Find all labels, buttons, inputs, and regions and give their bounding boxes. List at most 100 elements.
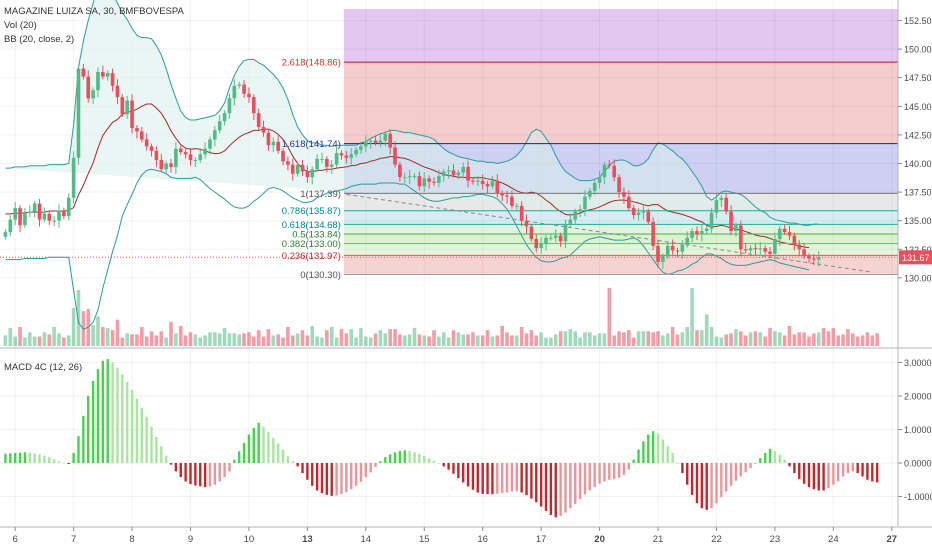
macd-bar-102 <box>500 463 504 494</box>
candle-body-3 <box>18 208 22 226</box>
bb-legend[interactable]: BB (20, close, 2) <box>4 34 75 45</box>
candle-body-108 <box>529 226 534 240</box>
volume-bar-125 <box>612 335 616 346</box>
volume-bar-66 <box>325 330 329 346</box>
candle-36 <box>178 145 183 155</box>
candle-body-90 <box>441 171 446 177</box>
volume-bar-74 <box>364 336 368 346</box>
candle-46 <box>227 93 232 119</box>
volume-bar-3 <box>18 327 22 346</box>
candle-4 <box>23 208 27 229</box>
macd-bar-61 <box>301 463 304 474</box>
price-tick-label-6: 137.50 <box>904 188 932 198</box>
candle-body-128 <box>626 196 631 209</box>
macd-bar-66 <box>325 463 329 495</box>
macd-bar-80 <box>393 452 397 463</box>
candle-101 <box>495 174 500 198</box>
candle-body-84 <box>412 176 417 178</box>
candle-5 <box>27 205 32 217</box>
candle-115 <box>563 219 568 249</box>
candle-body-131 <box>641 211 646 213</box>
candle-142 <box>695 226 699 241</box>
macd-bar-130 <box>637 449 640 463</box>
volume-bar-148 <box>724 334 728 346</box>
volume-bar-47 <box>232 333 237 346</box>
candle-body-55 <box>271 141 276 146</box>
volume-bar-131 <box>641 331 646 346</box>
candle-24 <box>120 94 125 118</box>
volume-bar-34 <box>169 321 173 346</box>
macd-bar-142 <box>695 463 699 504</box>
macd-bar-177 <box>866 463 869 480</box>
candle-164 <box>802 243 806 260</box>
volume-bar-41 <box>203 335 207 346</box>
macd-tick-label-1: 2.0000 <box>904 392 932 402</box>
candle-body-46 <box>227 98 232 114</box>
macd-bar-14 <box>72 452 75 463</box>
candle-56 <box>276 135 280 154</box>
macd-bar-11 <box>57 461 61 463</box>
candle-body-133 <box>651 221 655 246</box>
candle-71 <box>349 148 354 165</box>
macd-bar-153 <box>749 463 752 469</box>
macd-bar-56 <box>276 443 280 463</box>
candle-131 <box>641 205 646 220</box>
candle-body-44 <box>217 121 222 131</box>
macd-panel-bg <box>0 350 898 526</box>
candle-body-161 <box>787 232 792 236</box>
candle-25 <box>125 96 129 119</box>
volume-bar-110 <box>539 332 543 346</box>
fib-band-7 <box>343 243 898 256</box>
candle-body-50 <box>247 93 251 98</box>
candle-body-163 <box>797 244 802 250</box>
volume-bar-140 <box>685 327 690 346</box>
time-tick-label-20: 20 <box>594 534 605 545</box>
fib-band-5 <box>343 224 898 234</box>
volume-bar-82 <box>402 335 407 346</box>
macd-tick-label-2: 1.0000 <box>904 425 932 435</box>
candle-107 <box>524 214 529 234</box>
candle-body-14 <box>71 157 76 198</box>
time-tick-label-10: 10 <box>244 534 255 545</box>
vol-legend[interactable]: Vol (20) <box>4 20 37 31</box>
macd-bar-85 <box>418 453 421 463</box>
volume-bar-168 <box>821 328 826 346</box>
candle-86 <box>422 172 427 192</box>
candle-7 <box>37 198 42 227</box>
volume-bar-31 <box>154 335 159 346</box>
volume-bar-2 <box>13 336 17 346</box>
macd-bar-115 <box>564 463 567 513</box>
candle-body-154 <box>753 248 758 250</box>
volume-bar-111 <box>544 337 548 346</box>
volume-bar-9 <box>47 334 52 346</box>
macd-bar-43 <box>213 463 217 485</box>
fib-label-0.618: 0.618(134.68) <box>282 220 341 231</box>
volume-bar-165 <box>807 336 811 346</box>
volume-bar-12 <box>62 337 66 346</box>
macd-bar-15 <box>77 436 80 463</box>
candle-73 <box>359 141 363 155</box>
candle-body-129 <box>631 208 636 215</box>
candle-body-13 <box>66 197 71 217</box>
macd-bar-118 <box>578 463 582 500</box>
volume-bar-138 <box>675 334 680 346</box>
candle-body-132 <box>646 211 651 222</box>
volume-bar-77 <box>378 330 383 346</box>
candle-122 <box>597 170 602 189</box>
macd-bar-46 <box>228 463 231 472</box>
candle-body-150 <box>734 225 738 231</box>
macd-bar-90 <box>442 463 445 467</box>
volume-bar-102 <box>500 325 504 346</box>
macd-legend[interactable]: MACD 4C (12, 26) <box>4 362 83 373</box>
candle-body-69 <box>339 153 344 156</box>
volume-bar-75 <box>368 337 373 346</box>
volume-bar-96 <box>471 332 475 346</box>
candle-body-66 <box>325 158 329 167</box>
candle-body-91 <box>446 170 451 172</box>
dashed-trendline <box>346 193 873 273</box>
symbol-legend[interactable]: MAGAZINE LUIZA SA, 30, BMFBOVESPA <box>4 6 184 17</box>
candle-155 <box>758 241 763 257</box>
volume-bar-5 <box>27 332 32 346</box>
